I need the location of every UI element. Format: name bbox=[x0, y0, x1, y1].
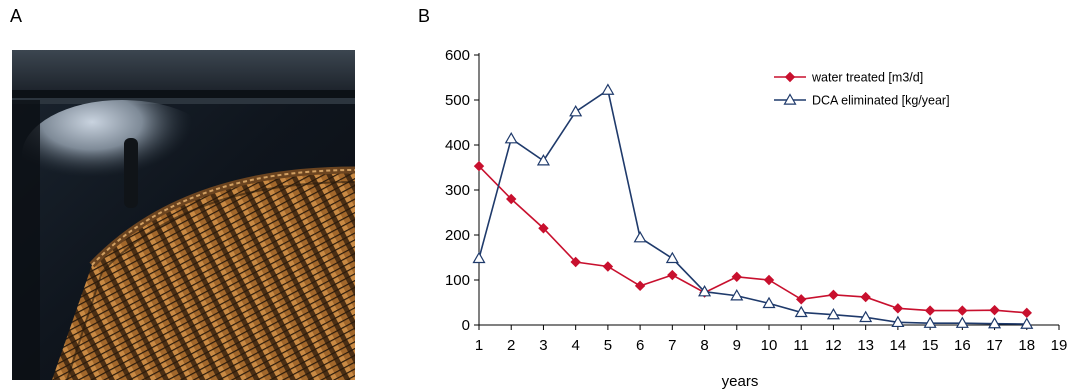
data-point bbox=[1020, 317, 1034, 329]
data-point bbox=[633, 230, 647, 243]
data-point bbox=[859, 310, 873, 323]
series-line bbox=[478, 88, 1027, 325]
x-tick-label: 17 bbox=[986, 337, 1003, 354]
data-point bbox=[988, 316, 1002, 329]
data-point bbox=[569, 104, 583, 117]
data-point bbox=[955, 316, 969, 328]
data-point bbox=[602, 261, 614, 272]
legend-entry: DCA eliminated [kg/year] bbox=[774, 93, 950, 108]
panel-a-label: A bbox=[10, 6, 23, 26]
x-tick-label: 4 bbox=[571, 337, 579, 354]
legend-entry: water treated [m3/d] bbox=[774, 71, 923, 85]
heat-exchanger-photo bbox=[12, 50, 355, 380]
data-point bbox=[794, 305, 808, 318]
data-point bbox=[504, 131, 518, 144]
y-tick-label: 400 bbox=[445, 137, 470, 154]
data-point bbox=[828, 289, 839, 301]
data-point bbox=[730, 289, 744, 301]
data-point bbox=[924, 305, 936, 316]
x-tick-label: 12 bbox=[825, 337, 842, 354]
data-point bbox=[536, 154, 550, 166]
data-point bbox=[473, 160, 485, 172]
x-tick-label: 14 bbox=[890, 337, 907, 354]
data-point bbox=[784, 71, 796, 83]
data-point bbox=[667, 269, 678, 281]
data-point bbox=[472, 251, 486, 264]
y-tick-label: 100 bbox=[445, 272, 470, 289]
data-point bbox=[783, 93, 797, 105]
legend-label: DCA eliminated [kg/year] bbox=[812, 94, 950, 108]
data-point bbox=[731, 271, 742, 283]
panel-b-label: B bbox=[418, 6, 431, 26]
data-point bbox=[665, 251, 679, 264]
x-tick-label: 1 bbox=[475, 337, 483, 354]
data-point bbox=[698, 284, 712, 297]
series-water-treated bbox=[473, 160, 1032, 319]
y-axis-ticks: 0 100 200 300 400 500 600 bbox=[445, 47, 479, 334]
data-point bbox=[989, 304, 1000, 316]
data-point bbox=[762, 296, 776, 309]
x-tick-label: 5 bbox=[604, 337, 612, 354]
x-tick-label: 10 bbox=[761, 337, 778, 354]
data-point bbox=[634, 280, 646, 292]
data-point bbox=[826, 307, 840, 320]
data-point bbox=[860, 291, 871, 303]
series-dca-eliminated bbox=[472, 83, 1034, 329]
x-tick-label: 8 bbox=[700, 337, 708, 354]
data-point bbox=[506, 193, 517, 205]
data-point bbox=[763, 274, 775, 286]
x-tick-label: 15 bbox=[922, 337, 939, 354]
x-tick-label: 13 bbox=[857, 337, 874, 354]
series-line bbox=[478, 165, 1027, 314]
x-tick-label: 16 bbox=[954, 337, 971, 354]
data-point bbox=[957, 305, 968, 316]
x-tick-label: 6 bbox=[636, 337, 644, 354]
data-point bbox=[601, 83, 615, 95]
x-axis-ticks: 1 2 3 4 5 6 7 8 9 10 11 12 13 14 15 16 17 18 19 bbox=[475, 325, 1068, 354]
y-tick-label: 200 bbox=[445, 227, 470, 244]
x-tick-label: 19 bbox=[1051, 337, 1068, 354]
data-point bbox=[892, 303, 904, 314]
y-tick-label: 500 bbox=[445, 92, 470, 109]
legend-label: water treated [m3/d] bbox=[811, 71, 923, 85]
y-tick-label: 600 bbox=[445, 47, 470, 64]
series-layer bbox=[472, 83, 1034, 329]
data-point bbox=[891, 315, 905, 328]
x-tick-label: 7 bbox=[668, 337, 676, 354]
data-point bbox=[923, 316, 937, 328]
chart-legend: water treated [m3/d] DCA eliminated [kg/y… bbox=[774, 71, 950, 108]
data-point bbox=[796, 294, 807, 305]
y-tick-label: 0 bbox=[462, 317, 470, 334]
x-tick-label: 18 bbox=[1018, 337, 1035, 354]
data-point bbox=[570, 256, 581, 268]
x-tick-label: 3 bbox=[539, 337, 547, 354]
x-axis-title: years bbox=[722, 373, 759, 390]
y-tick-label: 300 bbox=[445, 182, 470, 199]
x-tick-label: 2 bbox=[507, 337, 515, 354]
data-point bbox=[538, 223, 549, 234]
data-point bbox=[1021, 307, 1032, 319]
x-tick-label: 9 bbox=[733, 337, 741, 354]
x-tick-label: 11 bbox=[793, 337, 809, 354]
